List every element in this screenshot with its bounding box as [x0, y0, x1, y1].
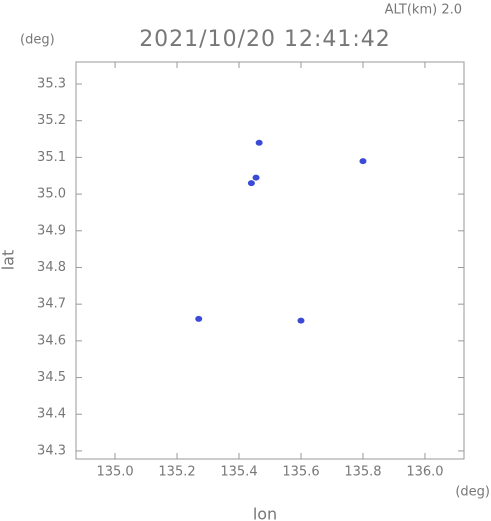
altitude-label: ALT(km) 2.0	[385, 3, 462, 18]
y-tick-label: 35.1	[37, 150, 66, 165]
y-tick-label: 34.3	[37, 443, 66, 458]
y-tick-label: 34.5	[37, 370, 66, 385]
y-tick-label: 34.8	[37, 260, 66, 275]
y-tick-label: 35.2	[37, 113, 66, 128]
y-tick-label: 34.6	[37, 333, 66, 348]
echo-point	[252, 174, 260, 181]
y-tick-label: 34.9	[37, 223, 66, 238]
x-tick-label: 135.4	[220, 465, 257, 480]
y-tick-label: 35.0	[37, 187, 66, 202]
chart-title: 2021/10/20 12:41:42	[139, 27, 391, 52]
echo-point	[255, 139, 263, 146]
y-unit: (deg)	[20, 33, 55, 48]
x-axis-label: lon	[253, 505, 277, 521]
x-tick-label: 135.2	[158, 465, 195, 480]
x-unit: (deg)	[455, 485, 490, 500]
x-tick-label: 135.0	[96, 465, 133, 480]
echo-point	[359, 158, 367, 165]
plot-frame	[75, 61, 465, 460]
echo-point	[297, 317, 305, 324]
echo-point	[247, 180, 255, 187]
y-tick-label: 34.4	[37, 407, 66, 422]
echo-point	[195, 315, 203, 322]
x-tick-label: 136.0	[406, 465, 443, 480]
y-tick-label: 34.7	[37, 297, 66, 312]
y-axis-label: lat	[0, 250, 18, 271]
x-tick-label: 135.8	[344, 465, 381, 480]
y-tick-label: 35.3	[37, 77, 66, 92]
x-tick-label: 135.6	[282, 465, 319, 480]
